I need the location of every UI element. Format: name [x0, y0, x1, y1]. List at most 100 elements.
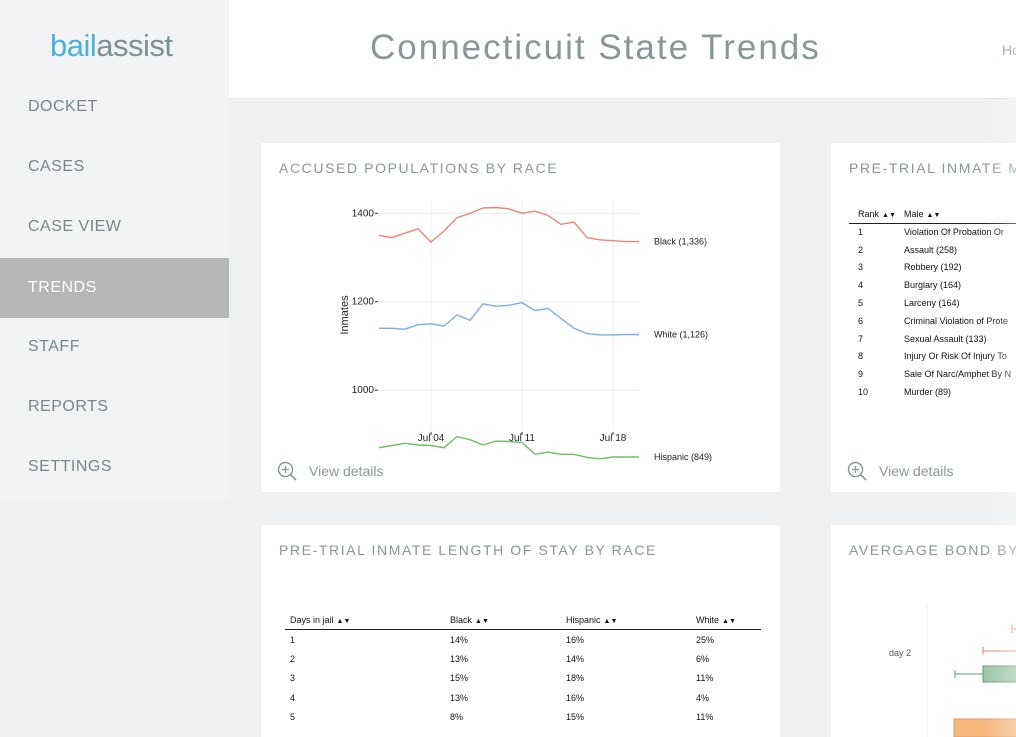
view-details-link[interactable]: View details — [277, 461, 383, 481]
page-header: Connecticuit State Trends Ho — [229, 0, 1016, 99]
table-row: 10 Murder (89) — [849, 383, 1016, 401]
series-label: White (1,126) — [654, 329, 708, 339]
charge-cell: Injury Or Risk Of Injury To — [904, 351, 1007, 362]
table-row: 1 14% 16% 25% — [285, 630, 761, 650]
days-cell: 5 — [290, 712, 296, 723]
rank-cell: 6 — [858, 315, 864, 326]
white-cell: 11% — [696, 673, 714, 684]
rank-cell: 10 — [858, 387, 869, 398]
charge-cell: Burglary (164) — [904, 280, 962, 291]
sidebar-item-case-view[interactable]: CASE VIEW — [28, 218, 122, 235]
table-row: 4 Burglary (164) — [849, 276, 1016, 294]
column-header-male[interactable]: Male ▲▼ — [904, 209, 941, 220]
sort-icon: ▲▼ — [882, 212, 896, 220]
race-trend-card: ACCUSED POPULATIONS BY RACE 1000 1200 1400… — [261, 143, 780, 492]
black-cell: 8% — [450, 712, 464, 723]
white-cell: 25% — [696, 634, 715, 645]
charge-cell: Criminal Violation of Prote — [904, 315, 1008, 326]
rank-cell: 9 — [858, 369, 864, 380]
column-header-rank[interactable]: Rank ▲▼ — [858, 209, 896, 220]
table-row: 5 Larceny (164) — [849, 294, 1016, 312]
y-tick-label: 1400 — [352, 208, 375, 219]
column-header-white[interactable]: White ▲▼ — [696, 614, 736, 625]
rank-cell: 5 — [858, 298, 864, 309]
series-line-2 — [378, 435, 639, 460]
rank-cell: 8 — [858, 351, 864, 362]
top-charges-card: PRE-TRIAL INMATE MO Rank ▲▼ Male ▲▼ 1 Viola… — [831, 143, 1016, 492]
sidebar-item-docket[interactable]: DOCKET — [28, 98, 98, 115]
sort-icon: ▲▼ — [926, 212, 941, 220]
charge-cell: Sexual Assault (133) — [904, 333, 987, 344]
days-cell: 4 — [290, 692, 296, 703]
card-title: AVERGAGE BOND BY R — [849, 542, 1016, 558]
series-label: Black (1,336) — [654, 237, 707, 247]
y-tick-label: 1000 — [352, 385, 375, 396]
table-row: 1 Violation Of Probation Or — [849, 223, 1016, 241]
sidebar-item-trends[interactable]: TRENDS — [0, 258, 229, 318]
average-bond-card: AVERGAGE BOND BY R day 2 — [831, 525, 1016, 737]
zoom-in-icon — [847, 461, 867, 481]
y-axis-label: Inmates — [339, 295, 351, 335]
white-cell: 6% — [696, 653, 710, 664]
hispanic-cell: 18% — [566, 673, 585, 684]
days-cell: 2 — [290, 653, 296, 664]
hispanic-cell: 16% — [566, 692, 585, 703]
category-label: day 2 — [889, 648, 911, 658]
sidebar-nav: bailassist DOCKET CASES CASE VIEW TRENDS… — [0, 0, 229, 498]
top-charges-table: Rank ▲▼ Male ▲▼ 1 Violation Of Probation Or… — [849, 206, 1016, 401]
average-bond-chart: day 2 — [889, 603, 1016, 737]
table-row: 3 Robbery (192) — [849, 259, 1016, 277]
sort-icon: ▲▼ — [722, 617, 736, 625]
charge-cell: Murder (89) — [904, 387, 952, 398]
sort-icon: ▲▼ — [475, 617, 489, 625]
charge-cell: Larceny (164) — [904, 298, 960, 309]
sidebar-item-reports[interactable]: REPORTS — [28, 398, 109, 415]
column-header-black[interactable]: Black ▲▼ — [450, 614, 489, 625]
sort-icon: ▲▼ — [603, 617, 618, 625]
hispanic-cell: 14% — [566, 653, 585, 664]
rank-cell: 2 — [858, 244, 864, 255]
black-cell: 14% — [450, 634, 469, 645]
column-header-days[interactable]: Days in jail ▲▼ — [290, 614, 351, 625]
series-label: Hispanic (849) — [654, 452, 712, 462]
hispanic-cell: 16% — [566, 634, 585, 645]
black-cell: 13% — [450, 692, 469, 703]
sidebar-item-cases[interactable]: CASES — [28, 158, 85, 175]
hispanic-cell: 15% — [566, 712, 585, 723]
view-details-link[interactable]: View details — [847, 461, 953, 481]
table-row: 9 Sale Of Narc/Amphet By N — [849, 365, 1016, 383]
sidebar: bailassist DOCKET CASES CASE VIEW TRENDS… — [0, 0, 229, 737]
length-of-stay-card: PRE-TRIAL INMATE LENGTH OF STAY BY RACE … — [261, 525, 780, 737]
home-link[interactable]: Ho — [1002, 42, 1016, 58]
charge-cell: Violation Of Probation Or — [904, 227, 1004, 238]
table-row: 7 Sexual Assault (133) — [849, 330, 1016, 348]
x-tick-label: Jul 04 — [418, 433, 445, 444]
x-tick-label: Jul 18 — [600, 433, 627, 444]
length-of-stay-table: Days in jail ▲▼ Black ▲▼ Hispanic ▲▼ White ▲… — [285, 610, 761, 727]
app-logo[interactable]: bailassist — [50, 28, 173, 63]
black-cell: 15% — [450, 673, 469, 684]
table-row: 8 Injury Or Risk Of Injury To — [849, 348, 1016, 366]
card-title: PRE-TRIAL INMATE MO — [849, 160, 1016, 176]
box-orange — [953, 718, 1016, 737]
table-row: 4 13% 16% 4% — [285, 688, 761, 708]
zoom-in-icon — [277, 461, 297, 481]
table-row: 5 8% 15% 11% — [285, 708, 761, 728]
rank-cell: 7 — [858, 333, 864, 344]
sidebar-item-settings[interactable]: SETTINGS — [28, 458, 113, 475]
box-green — [982, 665, 1016, 683]
column-header-hispanic[interactable]: Hispanic ▲▼ — [566, 614, 618, 625]
page-title: Connecticuit State Trends — [370, 28, 821, 67]
rank-cell: 1 — [858, 227, 864, 238]
days-cell: 1 — [290, 634, 296, 645]
series-line-1 — [379, 301, 639, 336]
table-row: 2 Assault (258) — [849, 241, 1016, 259]
days-cell: 3 — [290, 673, 296, 684]
table-row: 3 15% 18% 11% — [285, 669, 761, 689]
black-cell: 13% — [450, 653, 469, 664]
sidebar-item-staff[interactable]: STAFF — [28, 338, 80, 355]
table-row: 6 Criminal Violation of Prote — [849, 312, 1016, 330]
sort-icon: ▲▼ — [336, 617, 351, 625]
series-line-0 — [378, 206, 639, 243]
white-cell: 4% — [696, 692, 710, 703]
